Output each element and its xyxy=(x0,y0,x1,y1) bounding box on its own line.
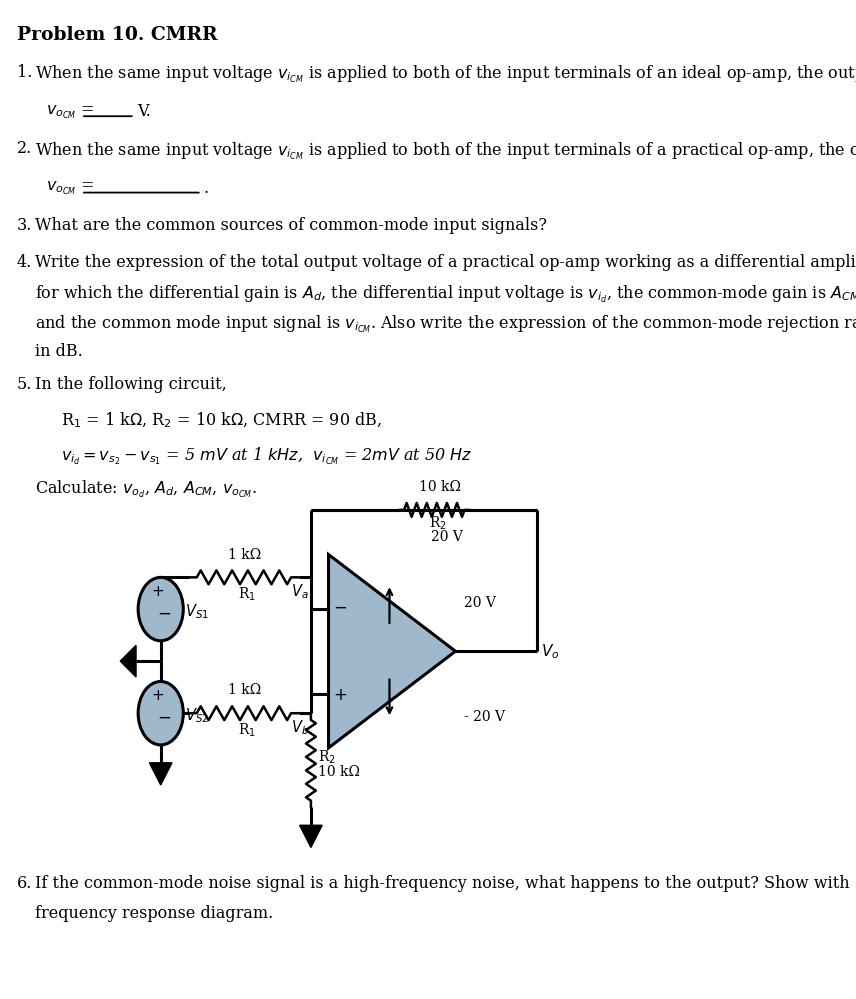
Text: In the following circuit,: In the following circuit, xyxy=(35,376,227,393)
Text: $V_{S1}$: $V_{S1}$ xyxy=(186,602,210,620)
Polygon shape xyxy=(120,645,136,677)
Text: +: + xyxy=(152,688,164,703)
Text: −: − xyxy=(158,709,171,727)
Text: 4.: 4. xyxy=(17,254,33,271)
Text: −: − xyxy=(158,604,171,622)
Text: 1 kΩ: 1 kΩ xyxy=(229,547,262,561)
Text: V.: V. xyxy=(138,103,152,120)
Text: When the same input voltage $v_{i_{CM}}$ is applied to both of the input termina: When the same input voltage $v_{i_{CM}}$… xyxy=(35,64,856,85)
Text: R$_1$: R$_1$ xyxy=(238,585,256,602)
Text: 5.: 5. xyxy=(17,376,33,393)
Text: Calculate: $v_{o_d}$, $A_d$, $A_{CM}$, $v_{o_{CM}}$.: Calculate: $v_{o_d}$, $A_d$, $A_{CM}$, $… xyxy=(35,479,258,500)
Text: $v_{o_{CM}}$ =: $v_{o_{CM}}$ = xyxy=(46,103,95,121)
Text: - 20 V: - 20 V xyxy=(464,710,505,724)
Text: 20 V: 20 V xyxy=(431,529,462,543)
Text: $V_b$: $V_b$ xyxy=(291,718,309,737)
Text: What are the common sources of common-mode input signals?: What are the common sources of common-mo… xyxy=(35,218,547,235)
Text: 2.: 2. xyxy=(17,140,33,157)
Text: When the same input voltage $v_{i_{CM}}$ is applied to both of the input termina: When the same input voltage $v_{i_{CM}}$… xyxy=(35,140,856,162)
Text: $V_{S2}$: $V_{S2}$ xyxy=(186,706,209,725)
Text: 10 kΩ: 10 kΩ xyxy=(419,481,461,495)
Text: +: + xyxy=(334,685,348,703)
Text: $v_{o_{CM}}$ =: $v_{o_{CM}}$ = xyxy=(46,180,95,197)
Circle shape xyxy=(138,577,183,640)
Text: .: . xyxy=(203,180,208,197)
Text: 3.: 3. xyxy=(17,218,33,235)
Text: for which the differential gain is $A_d$, the differential input voltage is $v_{: for which the differential gain is $A_d$… xyxy=(35,284,856,306)
Text: frequency response diagram.: frequency response diagram. xyxy=(35,904,273,922)
Text: −: − xyxy=(334,598,348,616)
Circle shape xyxy=(138,681,183,745)
Text: R$_1$: R$_1$ xyxy=(238,721,256,738)
Text: 1 kΩ: 1 kΩ xyxy=(229,683,262,697)
Text: $v_{i_d} = v_{s_2} - v_{s_1}$ = 5 $mV$ at 1 $kHz$,  $v_{i_{CM}}$ = 2$mV$ at 50 $: $v_{i_d} = v_{s_2} - v_{s_1}$ = 5 $mV$ a… xyxy=(61,446,473,468)
Text: 1.: 1. xyxy=(17,64,33,81)
Text: $V_o$: $V_o$ xyxy=(541,642,559,661)
Text: in dB.: in dB. xyxy=(35,344,83,361)
Text: 10 kΩ: 10 kΩ xyxy=(318,765,360,779)
Text: If the common-mode noise signal is a high-frequency noise, what happens to the o: If the common-mode noise signal is a hig… xyxy=(35,875,850,892)
Text: and the common mode input signal is $v_{i_{CM}}$. Also write the expression of t: and the common mode input signal is $v_{… xyxy=(35,314,856,335)
Text: R$_2$: R$_2$ xyxy=(429,514,447,532)
Text: $V_a$: $V_a$ xyxy=(291,582,309,601)
Text: R$_2$: R$_2$ xyxy=(318,748,336,766)
Text: Write the expression of the total output voltage of a practical op-amp working a: Write the expression of the total output… xyxy=(35,254,856,271)
Polygon shape xyxy=(300,825,322,847)
Text: 6.: 6. xyxy=(17,875,33,892)
Text: 20 V: 20 V xyxy=(464,596,496,610)
Polygon shape xyxy=(329,554,455,748)
Text: R$_1$ = 1 k$\Omega$, R$_2$ = 10 k$\Omega$, CMRR = 90 dB,: R$_1$ = 1 k$\Omega$, R$_2$ = 10 k$\Omega… xyxy=(61,411,382,431)
Text: Problem 10. CMRR: Problem 10. CMRR xyxy=(17,26,217,44)
Text: +: + xyxy=(152,584,164,599)
Polygon shape xyxy=(150,763,172,785)
